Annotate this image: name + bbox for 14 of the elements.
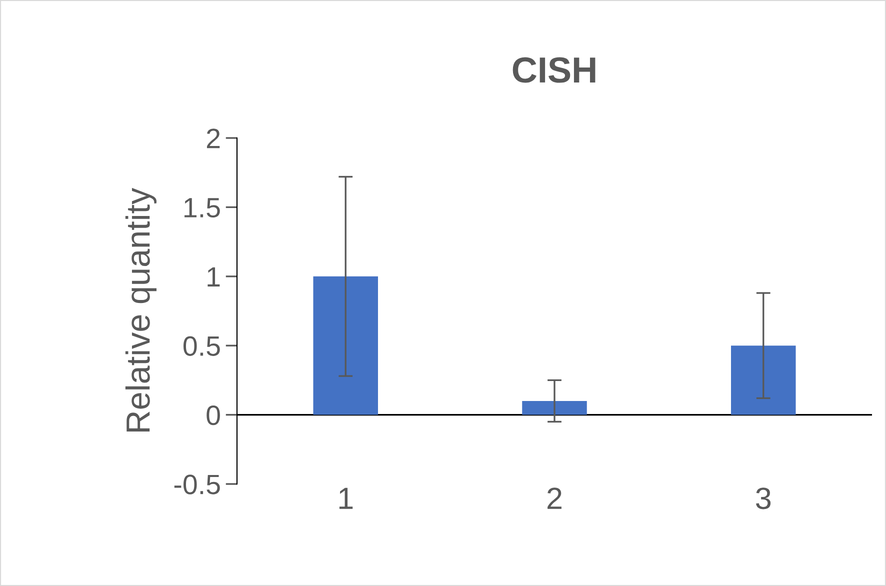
chart-title: CISH: [512, 57, 596, 83]
y-tick-label: 0: [206, 405, 220, 426]
x-tick-label: 2: [548, 488, 562, 509]
bar: [522, 400, 587, 415]
y-tick-label: 2: [206, 128, 220, 148]
x-tick-label: 3: [756, 488, 771, 510]
y-tick-label: 1.5: [184, 198, 220, 218]
bar: [731, 346, 796, 415]
y-tick-label: 1: [208, 267, 220, 286]
y-tick-label: -0.5: [174, 474, 220, 494]
y-tick-label: 0.5: [184, 336, 220, 356]
y-axis-title: Relative quantity: [125, 188, 156, 432]
x-tick-label: 1: [339, 488, 353, 509]
bar: [313, 276, 378, 415]
